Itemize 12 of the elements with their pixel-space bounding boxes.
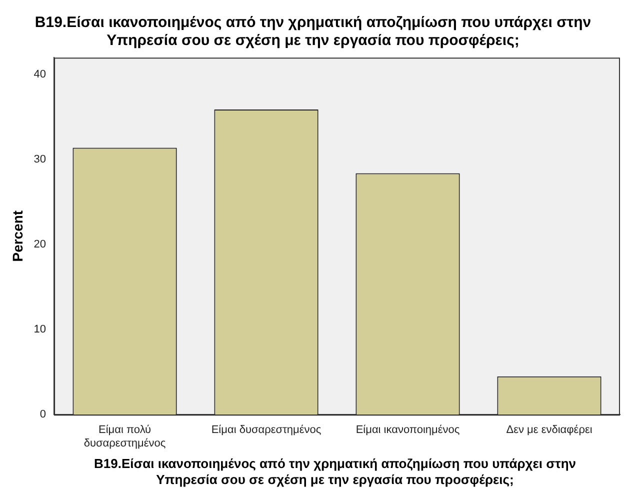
x-tick-label: Δεν με ενδιαφέρει <box>506 424 593 436</box>
x-axis-title: B19.Είσαι ικανοποιημένος από την χρηματική αποζημίωση που υπάρχει στην Υπηρεσία σου σε σχέση με την εργασία που προσφέρεις; <box>92 456 577 488</box>
y-tick-label: 10 <box>34 324 46 336</box>
y-tick-label: 20 <box>34 238 46 251</box>
x-tick-label: Είμαι δυσαρεστημένος <box>211 424 322 436</box>
y-tick-label: 30 <box>34 154 46 166</box>
chart-title: B19.Είσαι ικανοποιημένος από την χρηματική αποζημίωση που υπάρχει στην Υπηρεσία σου σε σχέση με την εργασία που προσφέρεις; <box>34 14 592 50</box>
x-tick-label: Είμαι ικανοποιημένος <box>356 424 460 436</box>
y-tick-label: 0 <box>40 408 46 421</box>
x-tick-label: Είμαι πολύ δυσαρεστημένος <box>84 424 166 450</box>
y-tick-label: 40 <box>34 68 46 81</box>
y-axis-title: Percent <box>9 210 26 262</box>
